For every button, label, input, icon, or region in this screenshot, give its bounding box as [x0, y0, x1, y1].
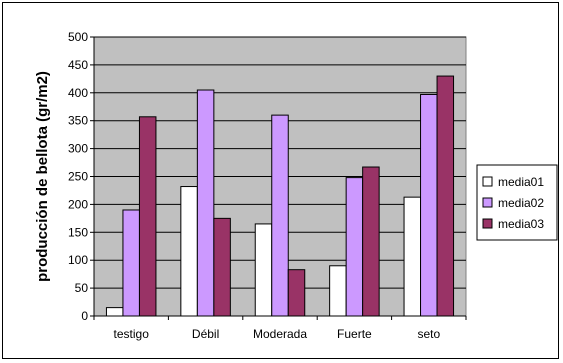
bar-media02-0 — [122, 209, 140, 317]
bar-media03-1 — [213, 217, 231, 317]
legend-label-media01: media01 — [498, 175, 544, 189]
x-tick-label: Fuerte — [337, 327, 372, 341]
legend-swatch-media02 — [482, 197, 493, 208]
y-tick-label: 150 — [68, 225, 88, 239]
y-tick-label: 250 — [68, 170, 88, 184]
x-tick-labels: testigo Débil Moderada Fuerte seto — [114, 327, 441, 341]
bar-media02-1 — [196, 89, 215, 317]
y-tick-label: 350 — [68, 114, 88, 128]
y-tick-label: 300 — [68, 142, 88, 156]
legend-label-media03: media03 — [498, 217, 544, 231]
bars — [105, 75, 455, 317]
y-tick-labels: 0 50 100 150 200 250 300 350 400 450 500 — [68, 30, 94, 323]
legend-label-media02: media02 — [498, 196, 544, 210]
bar-media03-3 — [362, 166, 380, 317]
bar-media01-1 — [180, 186, 198, 317]
y-tick-label: 200 — [68, 197, 88, 211]
y-tick-label: 50 — [75, 281, 89, 295]
y-tick-label: 450 — [68, 58, 88, 72]
legend: media01 media02 media03 — [476, 164, 558, 241]
x-tick-label: seto — [417, 327, 440, 341]
y-tick-label: 400 — [68, 86, 88, 100]
y-tick-label: 0 — [81, 309, 88, 323]
bar-media03-0 — [138, 116, 157, 317]
bar-media02-3 — [345, 177, 364, 317]
x-tick-label: Débil — [192, 327, 219, 341]
bar-media01-2 — [254, 223, 273, 317]
x-tick-label: testigo — [114, 327, 150, 341]
y-axis-label: producción de bellota (gr/m2) — [34, 71, 51, 282]
bar-media03-2 — [287, 269, 306, 317]
x-tick-label: Moderada — [253, 327, 307, 341]
bar-media01-3 — [329, 265, 347, 317]
bar-media02-4 — [420, 93, 438, 317]
legend-swatch-media01 — [482, 176, 493, 187]
bar-media01-0 — [105, 307, 124, 317]
y-tick-label: 100 — [68, 253, 88, 267]
bar-media03-4 — [436, 75, 455, 317]
bar-media01-4 — [403, 196, 422, 317]
legend-swatch-media03 — [482, 218, 493, 229]
bar-media02-2 — [271, 114, 289, 317]
y-tick-label: 500 — [68, 30, 88, 44]
